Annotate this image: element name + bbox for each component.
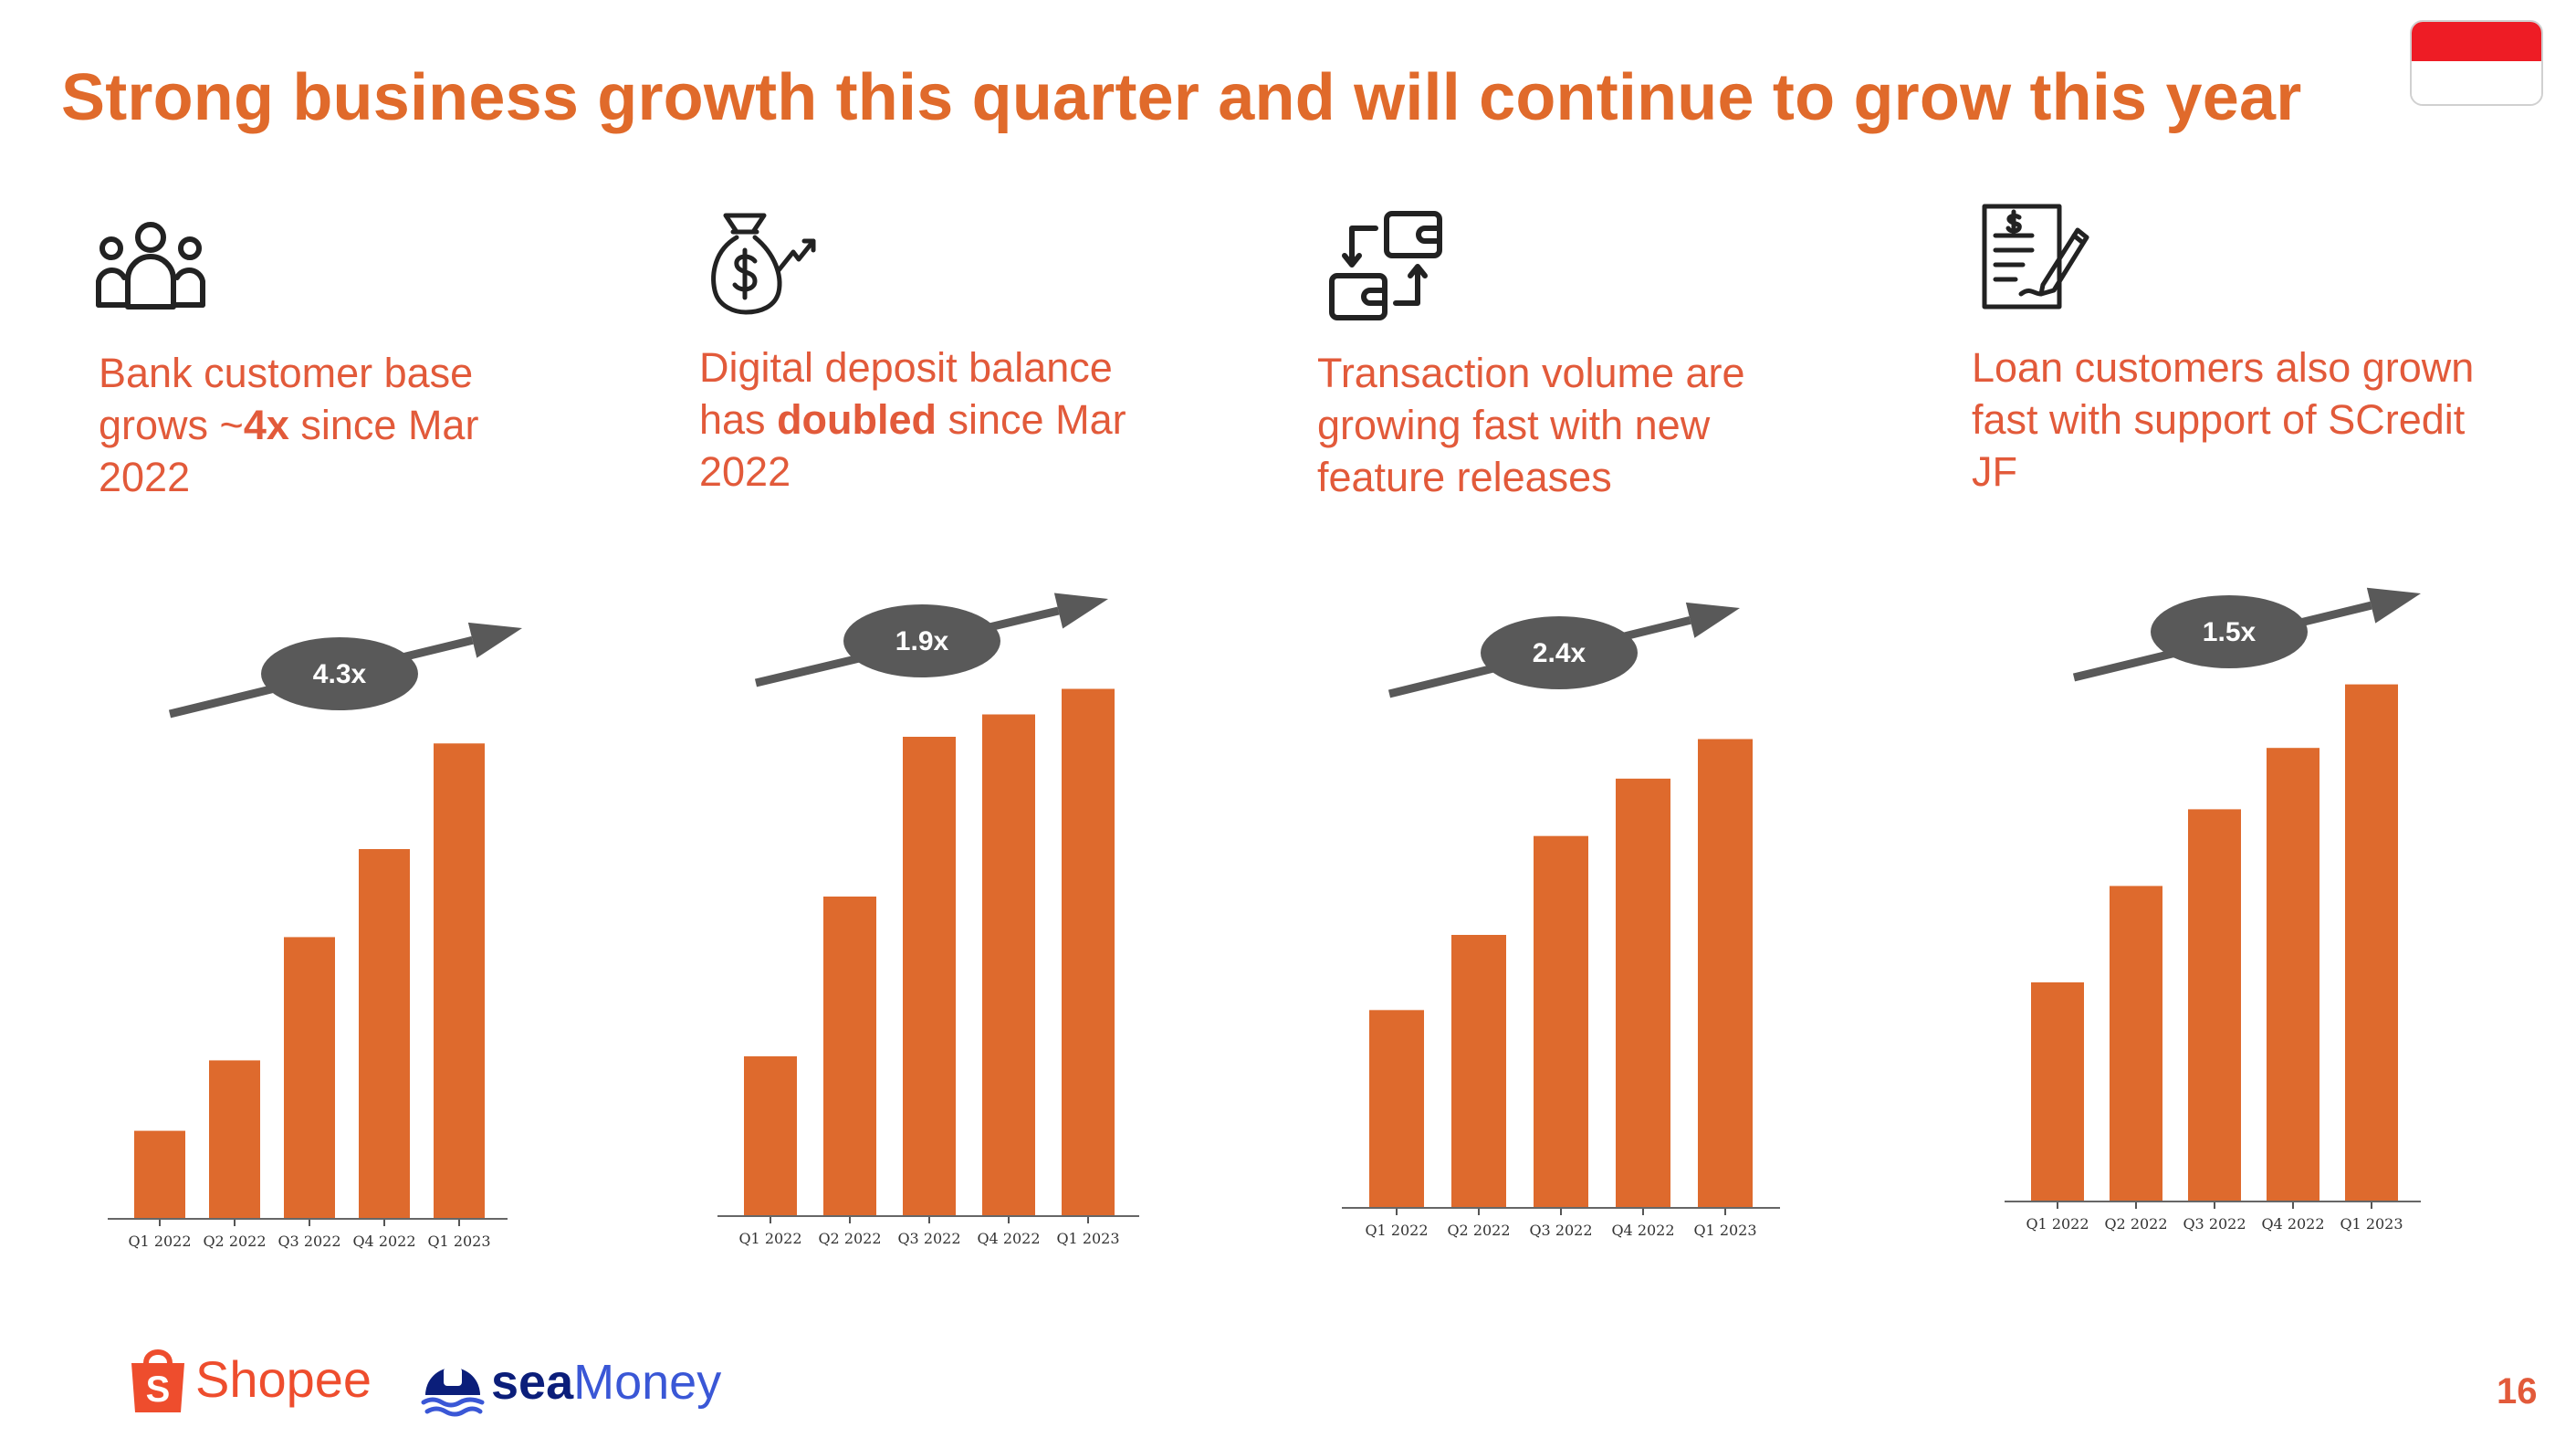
bar-chart-4-growth-arrow-head: [2366, 587, 2421, 624]
panel-4-text-pre: Loan customers also grown fast with supp…: [1972, 344, 2475, 495]
bar-chart-3-x-label-3: Q3 2022: [1529, 1222, 1592, 1239]
flag-red-band: [2412, 22, 2541, 62]
bar-chart-1-multiplier-badge: [261, 637, 418, 710]
bar-chart-1-growth-arrow-head: [467, 622, 522, 658]
loan-document-signing-icon: [1982, 204, 2089, 310]
panel-2-text-post: since Mar 2022: [699, 396, 1126, 495]
bar-chart-1-bar-3: [284, 937, 335, 1219]
bar-chart-4-bar-1: [2031, 982, 2084, 1201]
bar-chart-1-x-label-3: Q3 2022: [277, 1233, 340, 1250]
bar-chart-4-x-label-5: Q1 2023: [2340, 1215, 2403, 1233]
bar-chart-2-x-label-1: Q1 2022: [738, 1230, 801, 1247]
bar-chart-1-bar-2: [209, 1060, 260, 1219]
slide-title: Strong business growth this quarter and …: [61, 61, 2302, 134]
bar-chart-1-x-label-1: Q1 2022: [128, 1233, 191, 1250]
panel-1-description: Bank customer base grows ~4x since Mar 2…: [99, 347, 573, 503]
svg-text:S: S: [146, 1369, 171, 1410]
panel-2-text-bold: doubled: [777, 396, 937, 443]
bar-chart-2-multiplier-badge: [843, 604, 1000, 677]
panel-1-text-bold: 4x: [243, 402, 289, 448]
bar-chart-2-growth-arrow-head: [1053, 593, 1108, 629]
panel-1-text-post: since Mar 2022: [99, 402, 479, 500]
bar-chart-3-multiplier-label: 2.4x: [1533, 638, 1586, 668]
bar-chart-3-multiplier-badge: [1481, 616, 1638, 689]
bar-chart-1-x-label-2: Q2 2022: [203, 1233, 266, 1250]
money-bag-growth-icon: [711, 213, 816, 315]
bar-chart-4-bar-3: [2188, 809, 2241, 1201]
seamoney-logo: sea Money: [420, 1346, 721, 1419]
bar-chart-4-bar-5: [2345, 684, 2398, 1201]
bar-chart-4-x-label-3: Q3 2022: [2183, 1215, 2246, 1233]
seamoney-logo-text-light: Money: [573, 1355, 722, 1410]
bar-chart-2-x-label-4: Q4 2022: [977, 1230, 1040, 1247]
seamoney-logo-text-bold: sea: [491, 1355, 574, 1410]
wallet-transfer-icon: [1329, 211, 1442, 320]
bar-chart-2-bar-2: [823, 897, 876, 1216]
panel-2-text-pre: Digital deposit balance has: [699, 344, 1113, 443]
bar-chart-4-multiplier-label: 1.5x: [2203, 617, 2257, 647]
bar-chart-3-bar-2: [1451, 935, 1506, 1208]
bar-chart-3-bar-1: [1369, 1010, 1424, 1208]
bar-chart-2-bar-4: [982, 714, 1035, 1216]
bar-chart-4-bar-4: [2267, 748, 2319, 1201]
bar-chart-1-bar-5: [434, 743, 485, 1219]
indonesia-flag: [2410, 20, 2543, 106]
bar-chart-3-x-label-1: Q1 2022: [1365, 1222, 1428, 1239]
seamoney-wave-icon: [421, 1368, 485, 1417]
bar-chart-3-bar-3: [1534, 835, 1588, 1208]
panel-4-description: Loan customers also grown fast with supp…: [1972, 341, 2510, 498]
shopee-logo-text: Shopee: [195, 1349, 372, 1408]
bar-chart-2-bar-1: [744, 1056, 797, 1216]
bar-chart-1-x-label-5: Q1 2023: [427, 1233, 490, 1250]
bar-chart-1-multiplier-label: 4.3x: [313, 659, 367, 689]
flag-white-band: [2412, 61, 2541, 104]
bar-chart-4-multiplier-badge: [2151, 595, 2308, 668]
page-number: 16: [2497, 1371, 2538, 1411]
bar-chart-3-bar-4: [1616, 778, 1670, 1208]
bar-chart-3-growth-arrow-head: [1685, 602, 1740, 638]
bar-chart-4-x-label-2: Q2 2022: [2104, 1215, 2167, 1233]
bar-chart-4-x-label-1: Q1 2022: [2026, 1215, 2089, 1233]
shopee-logo: S Shopee: [128, 1342, 372, 1415]
bar-chart-1-bar-1: [134, 1130, 185, 1219]
bar-chart-4-x-label-4: Q4 2022: [2261, 1215, 2324, 1233]
shopee-bag-icon: S: [131, 1349, 184, 1412]
bar-chart-2-x-label-2: Q2 2022: [818, 1230, 881, 1247]
panel-3-description: Transaction volume are growing fast with…: [1317, 347, 1792, 503]
bar-chart-3-bar-5: [1698, 739, 1753, 1208]
bar-chart-4-bar-2: [2110, 886, 2162, 1201]
bar-chart-3-x-label-2: Q2 2022: [1447, 1222, 1510, 1239]
panel-3-text-pre: Transaction volume are growing fast with…: [1317, 350, 1745, 500]
bar-chart-3-x-label-4: Q4 2022: [1611, 1222, 1674, 1239]
bar-chart-1-x-label-4: Q4 2022: [352, 1233, 415, 1250]
people-group-icon: [96, 222, 205, 310]
bar-chart-1-bar-4: [359, 849, 410, 1219]
bar-chart-2-bar-5: [1062, 688, 1115, 1216]
bar-chart-2-x-label-5: Q1 2023: [1056, 1230, 1119, 1247]
bar-chart-2-multiplier-label: 1.9x: [895, 626, 949, 656]
panel-1-text-pre: Bank customer base grows ~: [99, 350, 474, 448]
bar-chart-3-x-label-5: Q1 2023: [1693, 1222, 1756, 1239]
panel-2-description: Digital deposit balance has doubled sinc…: [699, 341, 1174, 498]
bar-chart-2-bar-3: [903, 737, 956, 1216]
bar-chart-2-x-label-3: Q3 2022: [897, 1230, 960, 1247]
